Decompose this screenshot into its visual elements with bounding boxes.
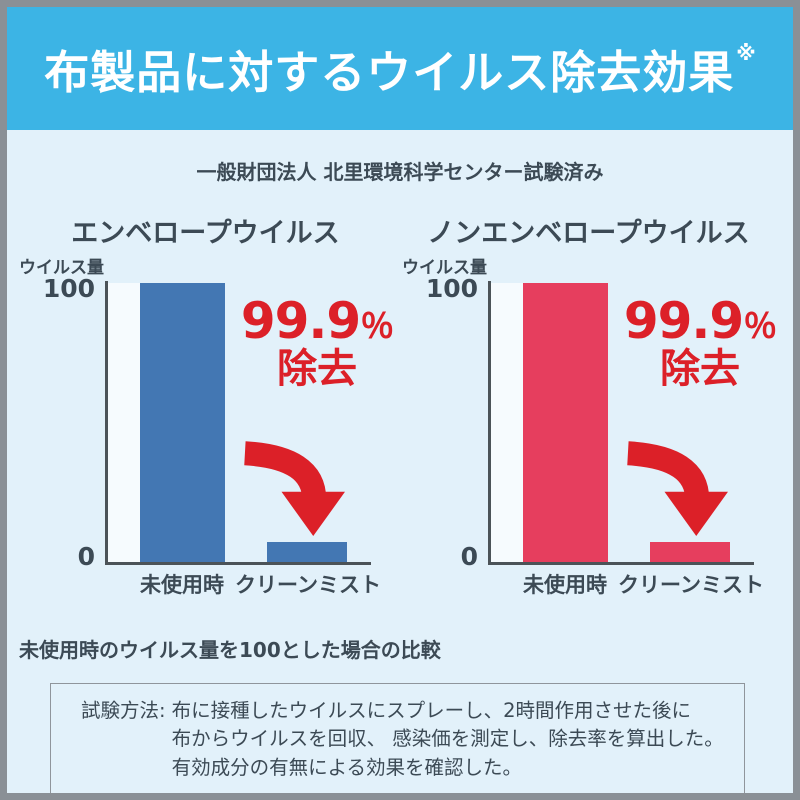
- category-label-unused: 未使用時: [140, 573, 224, 597]
- percent-sign: ％: [360, 307, 394, 347]
- removal-percent: 99.9％: [623, 292, 777, 350]
- test-lab-subtitle: 一般財団法人 北里環境科学センター試験済み: [196, 160, 604, 184]
- category-label-unused: 未使用時: [523, 573, 607, 597]
- y-axis-label: ウイルス量: [19, 258, 104, 278]
- chart-enveloped-virus: エンベロープウイルス ウイルス量 100 0 99.9％ 除去 未使用時: [7, 211, 394, 597]
- category-label-clean-mist: クリーンミスト: [235, 573, 381, 597]
- charts-row: エンベロープウイルス ウイルス量 100 0 99.9％ 除去 未使用時: [7, 211, 793, 602]
- plot-area: 100 0 99.9％ 除去 未使用時 クリーンミスト: [7, 274, 394, 597]
- baseline-comparison-note: 未使用時のウイルス量を100とした場合の比較: [19, 638, 441, 662]
- y-tick-0: 0: [460, 542, 478, 571]
- plot-area: 100 0 99.9％ 除去 未使用時 クリーンミスト: [390, 274, 777, 597]
- y-tick-100: 100: [425, 274, 478, 303]
- header-banner: 布製品に対するウイルス除去効果 ※: [7, 7, 793, 130]
- chart-title: エンベロープウイルス: [71, 218, 340, 249]
- x-axis: [105, 562, 371, 565]
- removal-percent: 99.9％: [240, 292, 394, 350]
- bar-clean-mist: [650, 542, 730, 562]
- test-method-label: 試験方法:: [81, 699, 166, 722]
- y-tick-0: 0: [77, 542, 95, 571]
- bar-unused: [523, 283, 608, 562]
- plot-background-strip: [107, 283, 141, 562]
- x-axis: [488, 562, 754, 565]
- test-method-line: 布からウイルスを回収、 感染価を測定し、除去率を算出した。: [171, 727, 724, 751]
- percent-sign: ％: [743, 307, 777, 347]
- plot-background-strip: [490, 283, 524, 562]
- reference-mark: ※: [736, 40, 756, 65]
- chart-non-enveloped-virus: ノンエンベロープウイルス ウイルス量 100 0 99.9％ 除去 未使用時: [390, 211, 777, 597]
- test-method-line: 布に接種したウイルスにスプレーし、2時間作用させた後に: [171, 699, 691, 722]
- removal-label: 除去: [660, 346, 740, 392]
- test-method-text: 布に接種したウイルスにスプレーし、2時間作用させた後に 布からウイルスを回収、 …: [172, 697, 724, 782]
- removal-annotation: 99.9％ 除去: [615, 295, 785, 391]
- y-axis-label: ウイルス量: [402, 258, 487, 278]
- bar-unused: [140, 283, 225, 562]
- curved-down-arrow-icon: [244, 441, 345, 537]
- removal-label: 除去: [277, 346, 357, 392]
- y-tick-100: 100: [42, 274, 95, 303]
- category-label-clean-mist: クリーンミスト: [618, 573, 764, 597]
- y-axis: [488, 281, 491, 562]
- test-method-box: 試験方法: 布に接種したウイルスにスプレーし、2時間作用させた後に 布からウイル…: [50, 683, 745, 793]
- removal-annotation: 99.9％ 除去: [232, 295, 402, 391]
- test-method-line: 有効成分の有無による効果を確認した。: [171, 755, 522, 779]
- curved-down-arrow-icon: [627, 441, 728, 537]
- chart-title: ノンエンベロープウイルス: [427, 218, 750, 249]
- y-axis: [105, 281, 108, 562]
- page-title: 布製品に対するウイルス除去効果: [44, 46, 735, 99]
- bar-clean-mist: [267, 542, 347, 562]
